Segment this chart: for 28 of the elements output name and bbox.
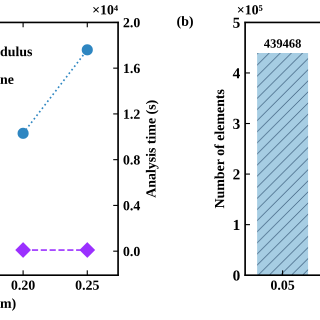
x-axis-title: m) (0, 298, 16, 311)
annotation: ne (0, 77, 14, 84)
x-tick-label: 0.25 (76, 280, 99, 290)
annotation: dulus (0, 46, 32, 56)
y2-tick-label: 0.4 (123, 201, 140, 210)
text: ×10⁴ (93, 5, 118, 15)
point (80, 242, 95, 258)
y-tick-label: 3 (233, 118, 240, 129)
y-tick-label: 5 (233, 18, 240, 28)
y-tick-label: 0 (233, 270, 240, 281)
y2-tick-label: 1.6 (124, 64, 140, 74)
y2-tick-label: 0.0 (123, 246, 140, 256)
y2-tick-label: 0.8 (123, 155, 140, 165)
y-tick-label: 4 (232, 68, 240, 78)
y-tick-label: 1 (234, 220, 240, 230)
point (82, 44, 93, 56)
y2-tick-label: 1.2 (124, 110, 140, 119)
x-tick-label: 0.05 (270, 280, 294, 290)
y-axis-title: Number of elements (214, 89, 224, 208)
y-tick-label: 2 (233, 169, 240, 180)
text: ×10⁵ (238, 5, 262, 15)
chart-title: (b) (177, 16, 193, 29)
y2-tick-label: 2.0 (124, 18, 140, 28)
annotation: 439468 (264, 39, 301, 48)
x-tick-label: 0.20 (11, 280, 35, 290)
point (18, 128, 29, 139)
point (16, 242, 31, 258)
y2-axis-title: Analysis time (s) (146, 100, 158, 198)
